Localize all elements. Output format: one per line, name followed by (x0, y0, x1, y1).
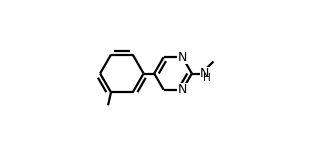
Text: H: H (203, 73, 211, 83)
Text: N: N (200, 67, 209, 80)
Text: N: N (178, 51, 187, 64)
Text: N: N (178, 83, 187, 96)
